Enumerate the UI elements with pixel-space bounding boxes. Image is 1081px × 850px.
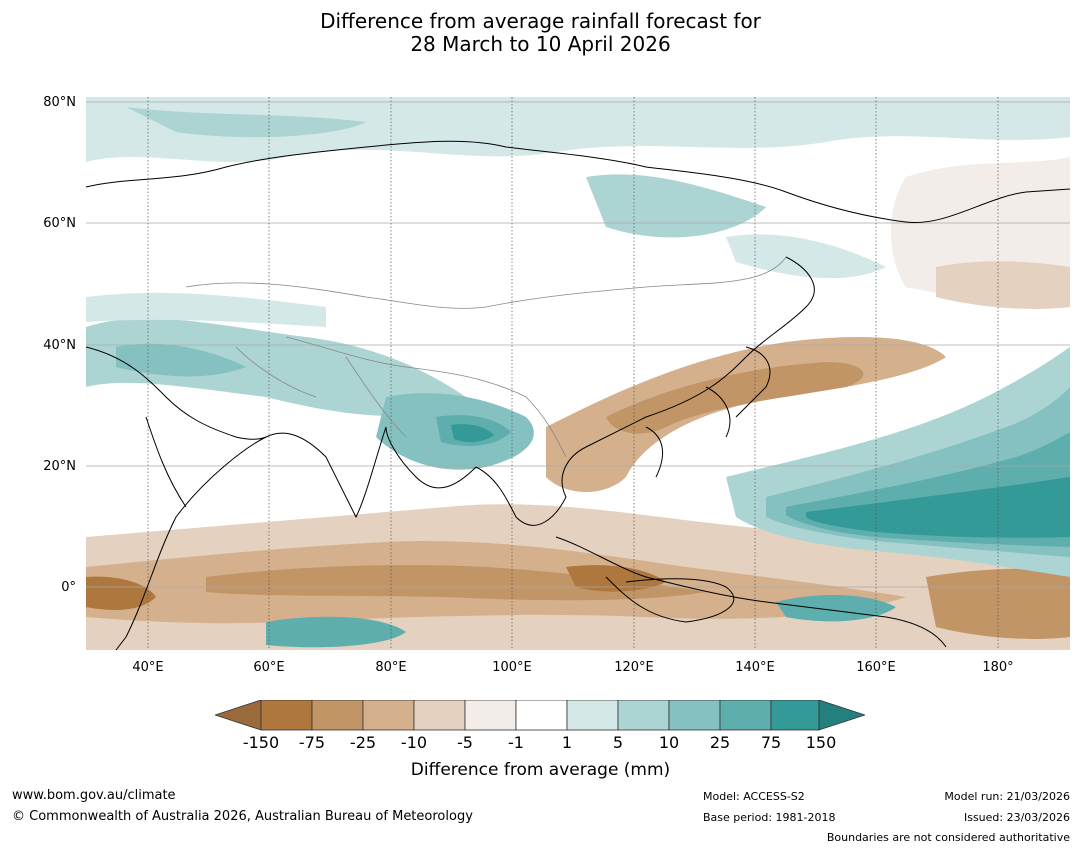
- website-link[interactable]: www.bom.gov.au/climate: [12, 788, 176, 803]
- lat-label-80n: 80°N: [43, 95, 76, 110]
- title-line-2: 28 March to 10 April 2026: [410, 32, 671, 56]
- colorbar-swatch-6: [515, 699, 568, 731]
- colorbar-swatch-1: [260, 699, 313, 731]
- lat-label-20n: 20°N: [43, 459, 76, 474]
- colorbar: [213, 699, 867, 732]
- rainfall-anomaly-map: [86, 97, 1070, 650]
- colorbar-tick: -1: [508, 733, 524, 752]
- colorbar-swatch-8: [617, 699, 670, 731]
- colorbar-tick: -5: [457, 733, 473, 752]
- colorbar-over-arrow: [818, 699, 867, 731]
- colorbar-swatch-4: [413, 699, 466, 731]
- model-run-text: Model run: 21/03/2026: [944, 790, 1070, 803]
- colorbar-swatch-10: [719, 699, 772, 731]
- colorbar-swatch-7: [566, 699, 619, 731]
- colorbar-swatch-5: [464, 699, 517, 731]
- colorbar-tick: 150: [805, 733, 837, 752]
- lon-label-140e: 140°E: [735, 660, 775, 675]
- lon-label-80e: 80°E: [375, 660, 407, 675]
- lon-label-160e: 160°E: [856, 660, 896, 675]
- colorbar-tick: -10: [400, 733, 428, 752]
- lon-label-40e: 40°E: [132, 660, 164, 675]
- colorbar-tick: -150: [242, 733, 280, 752]
- lon-label-120e: 120°E: [614, 660, 654, 675]
- colorbar-tick: 75: [760, 733, 782, 752]
- model-text: Model: ACCESS-S2: [703, 790, 805, 803]
- disclaimer-text: Boundaries are not considered authoritat…: [826, 831, 1070, 844]
- colorbar-tick: 5: [612, 733, 624, 752]
- colorbar-tick: -75: [298, 733, 326, 752]
- colorbar-tick: -25: [349, 733, 377, 752]
- lon-label-60e: 60°E: [253, 660, 285, 675]
- issued-text: Issued: 23/03/2026: [963, 811, 1070, 824]
- title-line-1: Difference from average rainfall forecas…: [320, 9, 761, 33]
- colorbar-tick: 1: [561, 733, 573, 752]
- colorbar-title: Difference from average (mm): [410, 760, 671, 780]
- lon-label-100e: 100°E: [492, 660, 532, 675]
- lat-label-60n: 60°N: [43, 216, 76, 231]
- colorbar-under-arrow: [213, 699, 262, 731]
- lon-label-180: 180°: [982, 660, 1014, 675]
- lat-label-40n: 40°N: [43, 338, 76, 353]
- copyright-text: © Commonwealth of Australia 2026, Austra…: [12, 809, 473, 824]
- colorbar-swatch-11: [770, 699, 820, 731]
- base-period-text: Base period: 1981-2018: [703, 811, 836, 824]
- colorbar-swatch-3: [362, 699, 415, 731]
- colorbar-swatch-9: [668, 699, 721, 731]
- colorbar-swatch-2: [311, 699, 364, 731]
- map-title: Difference from average rainfall forecas…: [0, 10, 1081, 56]
- lat-label-0: 0°: [61, 580, 76, 595]
- colorbar-tick: 10: [658, 733, 680, 752]
- colorbar-tick: 25: [709, 733, 731, 752]
